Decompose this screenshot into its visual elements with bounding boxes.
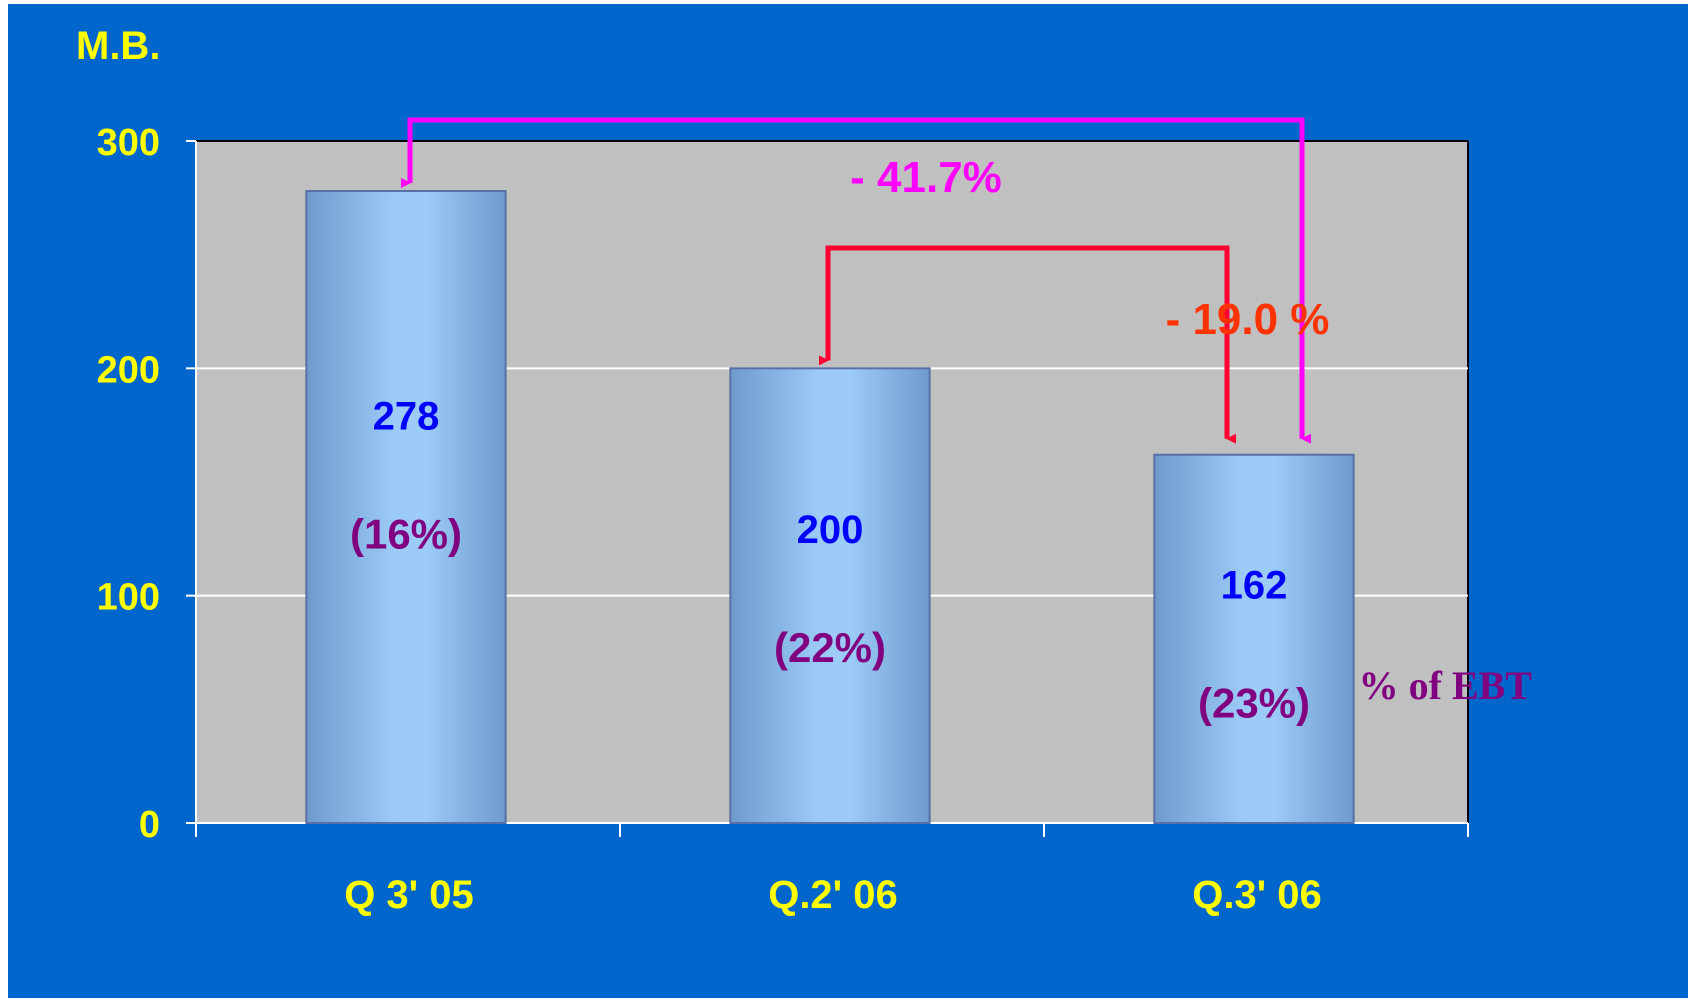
ebt-note: % of EBT	[1359, 663, 1533, 708]
change-arrow-red	[819, 245, 1236, 444]
change-label-magenta: - 41.7%	[850, 153, 1002, 202]
y-tick-label: 0	[139, 804, 160, 846]
bar-value-label: 200	[797, 508, 864, 552]
y-axis-unit-label: M.B.	[76, 24, 161, 68]
change-arrow-magenta	[401, 117, 1311, 444]
bar	[729, 367, 931, 824]
change-label-red: - 19.0 %	[1166, 295, 1330, 344]
bar-value-label: 278	[373, 395, 440, 439]
bar-value-label: 162	[1221, 563, 1288, 607]
x-tick-label: Q.3' 06	[1192, 873, 1322, 917]
y-tick-label: 100	[97, 577, 160, 619]
x-tick-label: Q.2' 06	[768, 873, 898, 917]
y-tick-label: 200	[97, 349, 160, 391]
x-tick-label: Q 3' 05	[344, 873, 474, 917]
bar	[1153, 453, 1355, 824]
bar-ebt-label: (22%)	[774, 624, 886, 671]
bar-ebt-label: (16%)	[350, 511, 462, 558]
bar-ebt-label: (23%)	[1198, 679, 1310, 726]
y-tick-label: 300	[97, 122, 160, 164]
bar	[305, 190, 507, 825]
